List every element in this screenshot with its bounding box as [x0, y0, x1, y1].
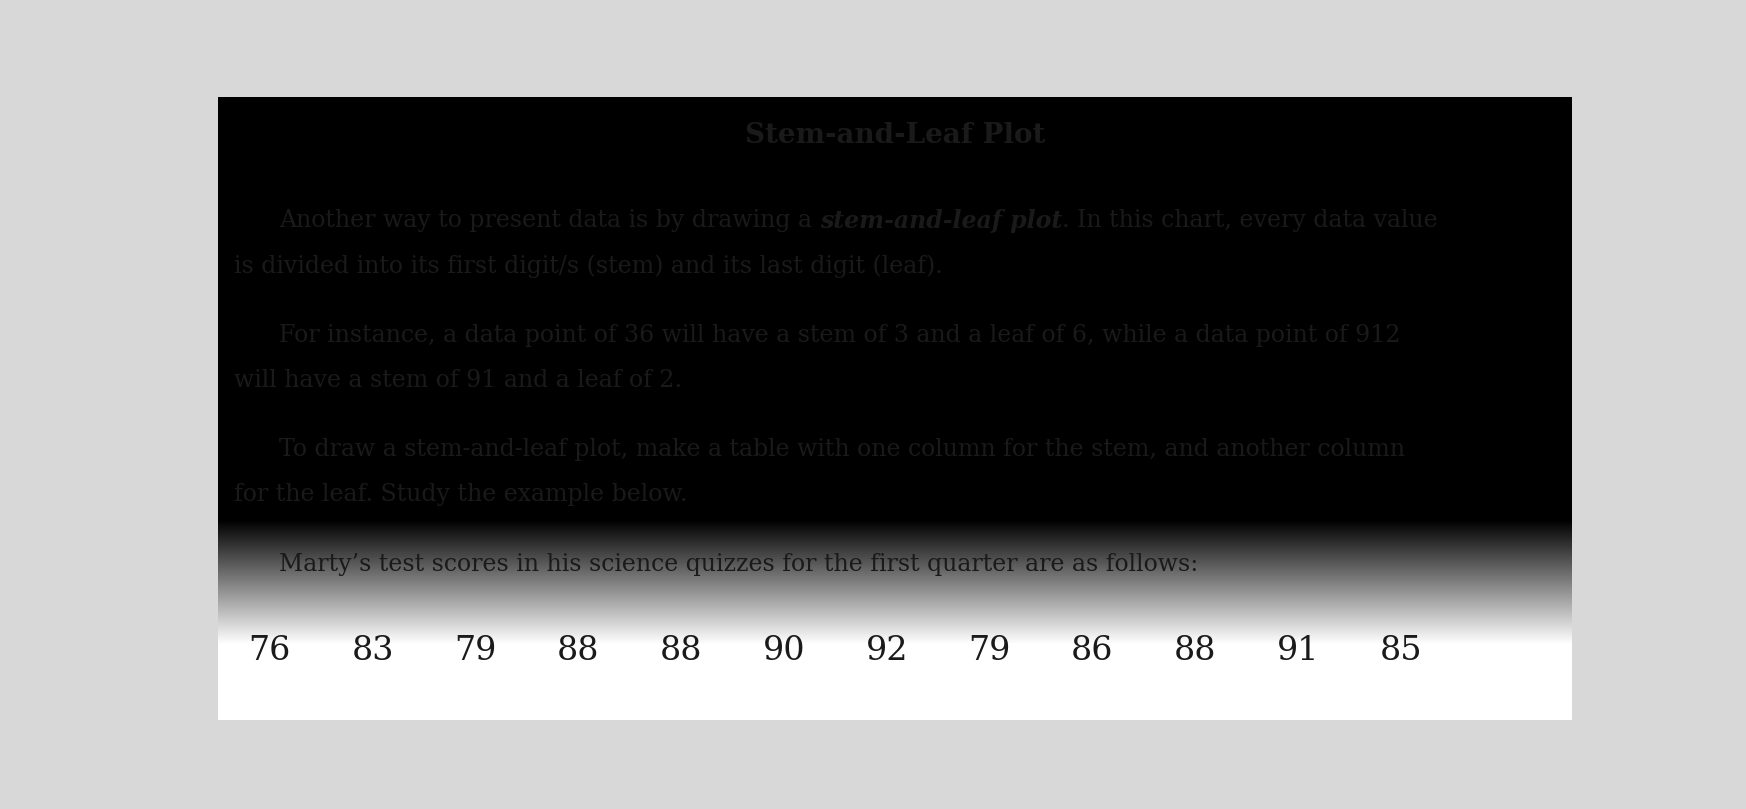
Text: 83: 83 — [351, 635, 395, 667]
Text: 79: 79 — [969, 635, 1011, 667]
Text: Marty’s test scores in his science quizzes for the first quarter are as follows:: Marty’s test scores in his science quizz… — [279, 553, 1198, 576]
Text: will have a stem of 91 and a leaf of 2.: will have a stem of 91 and a leaf of 2. — [234, 369, 683, 392]
Text: is divided into its first digit/s (stem) and its last digit (leaf).: is divided into its first digit/s (stem)… — [234, 254, 943, 277]
Text: For instance, a data point of 36 will have a stem of 3 and a leaf of 6, while a : For instance, a data point of 36 will ha… — [279, 324, 1400, 347]
Text: To draw a stem-and-leaf plot, make a table with one column for the stem, and ano: To draw a stem-and-leaf plot, make a tab… — [279, 438, 1406, 461]
Text: 79: 79 — [454, 635, 496, 667]
Text: 76: 76 — [248, 635, 292, 667]
Text: 88: 88 — [1173, 635, 1217, 667]
Text: 90: 90 — [763, 635, 805, 667]
Text: 92: 92 — [866, 635, 908, 667]
Text: stem-and-leaf plot: stem-and-leaf plot — [819, 210, 1062, 233]
Text: for the leaf. Study the example below.: for the leaf. Study the example below. — [234, 483, 688, 506]
Text: 88: 88 — [557, 635, 599, 667]
Text: . In this chart, every data value: . In this chart, every data value — [1062, 210, 1437, 232]
Text: Stem-and-Leaf Plot: Stem-and-Leaf Plot — [744, 122, 1046, 149]
Text: 91: 91 — [1276, 635, 1320, 667]
Text: 85: 85 — [1379, 635, 1423, 667]
Text: 86: 86 — [1070, 635, 1114, 667]
Text: Another way to present data is by drawing a: Another way to present data is by drawin… — [279, 210, 819, 232]
Text: 88: 88 — [660, 635, 702, 667]
